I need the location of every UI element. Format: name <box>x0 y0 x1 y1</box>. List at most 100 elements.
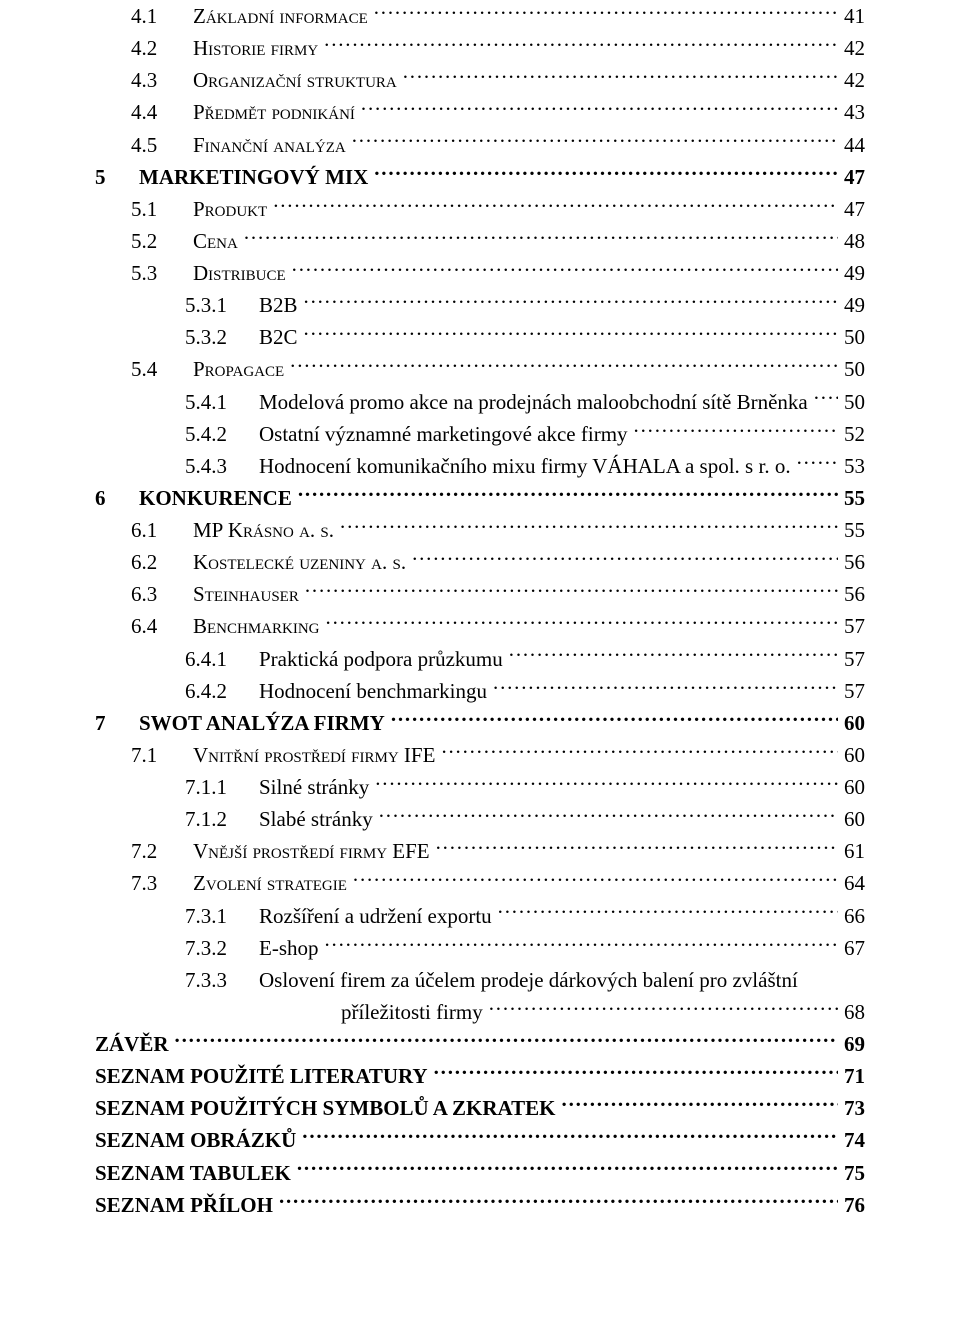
toc-page-number: 75 <box>838 1157 865 1189</box>
toc-number: 5.3.1 <box>185 289 259 321</box>
toc-number: 5.3.2 <box>185 321 259 353</box>
toc-entry: 4.5Finanční analýza44 <box>95 129 865 161</box>
toc-number: 7.3.2 <box>185 932 259 964</box>
toc-leader <box>509 645 838 666</box>
toc-page-number: 68 <box>838 996 865 1028</box>
toc-leader <box>489 998 838 1019</box>
toc-number: 7.3.1 <box>185 900 259 932</box>
toc-title: MARKETINGOVÝ MIX <box>139 161 374 193</box>
toc-page-number: 67 <box>838 932 865 964</box>
toc-entry: SEZNAM OBRÁZKŮ74 <box>95 1124 865 1156</box>
toc-page-number: 52 <box>838 418 865 450</box>
toc-number: 4.4 <box>131 96 193 128</box>
toc-entry: 5.4.2Ostatní významné marketingové akce … <box>95 418 865 450</box>
toc-page-number: 47 <box>838 193 865 225</box>
toc-number: 7.2 <box>131 835 193 867</box>
toc-page: 4.1Základní informace414.2Historie firmy… <box>0 0 960 1281</box>
toc-leader <box>304 323 838 344</box>
toc-title: Steinhauser <box>193 578 305 610</box>
toc-title: Hodnocení komunikačního mixu firmy VÁHAL… <box>259 450 797 482</box>
toc-leader <box>375 773 838 794</box>
toc-title: Propagace <box>193 353 290 385</box>
toc-title: Kostelecké uzeniny a. s. <box>193 546 412 578</box>
toc-title: Rozšíření a udržení exportu <box>259 900 498 932</box>
toc-entry: 5.4Propagace50 <box>95 353 865 385</box>
toc-number: 6.4.2 <box>185 675 259 707</box>
toc-entry: 7.2Vnější prostředí firmy EFE61 <box>95 835 865 867</box>
toc-title: Benchmarking <box>193 610 326 642</box>
toc-leader <box>434 1062 838 1083</box>
toc-leader <box>374 2 838 23</box>
toc-page-number: 47 <box>838 161 865 193</box>
toc-title: SEZNAM POUŽITÉ LITERATURY <box>95 1060 434 1092</box>
toc-page-number: 49 <box>838 257 865 289</box>
toc-title: Předmět podnikání <box>193 96 361 128</box>
toc-entry: 6.2Kostelecké uzeniny a. s.56 <box>95 546 865 578</box>
toc-leader <box>325 934 839 955</box>
toc-page-number: 56 <box>838 578 865 610</box>
toc-entry: SEZNAM POUŽITÝCH SYMBOLŮ A ZKRATEK 73 <box>95 1092 865 1124</box>
toc-page-number: 57 <box>838 675 865 707</box>
toc-page-number: 42 <box>838 32 865 64</box>
toc-entry: 6.3Steinhauser 56 <box>95 578 865 610</box>
toc-leader <box>562 1094 838 1115</box>
toc-entry: 7.3.2E-shop67 <box>95 932 865 964</box>
toc-title: KONKURENCE <box>139 482 298 514</box>
toc-page-number: 76 <box>838 1189 865 1221</box>
toc-title: SEZNAM TABULEK <box>95 1157 297 1189</box>
toc-entry: 5.1Produkt 47 <box>95 193 865 225</box>
toc-page-number: 71 <box>838 1060 865 1092</box>
toc-number: 7.3.3 <box>185 964 259 996</box>
toc-title: Modelová promo akce na prodejnách maloob… <box>259 386 814 418</box>
toc-entry: 7.1.2Slabé stránky60 <box>95 803 865 835</box>
toc-number: 5.4.2 <box>185 418 259 450</box>
toc-entry: SEZNAM TABULEK 75 <box>95 1157 865 1189</box>
toc-page-number: 43 <box>838 96 865 128</box>
toc-title: SWOT ANALÝZA FIRMY <box>139 707 391 739</box>
toc-title: Zvolení strategie <box>193 867 353 899</box>
toc-entry: 7SWOT ANALÝZA FIRMY60 <box>95 707 865 739</box>
toc-leader <box>305 580 838 601</box>
toc-title: Finanční analýza <box>193 129 352 161</box>
toc-leader <box>391 709 838 730</box>
toc-entry: 7.3Zvolení strategie64 <box>95 867 865 899</box>
toc-title: Produkt <box>193 193 273 225</box>
toc-page-number: 57 <box>838 643 865 675</box>
toc-entry: 5.3.1B2B49 <box>95 289 865 321</box>
toc-page-number: 50 <box>838 321 865 353</box>
toc-number: 6.4 <box>131 610 193 642</box>
toc-entry: 6.4.2Hodnocení benchmarkingu57 <box>95 675 865 707</box>
toc-entry: 6KONKURENCE55 <box>95 482 865 514</box>
toc-number: 5.2 <box>131 225 193 257</box>
toc-entry: 6.4.1Praktická podpora průzkumu57 <box>95 643 865 675</box>
toc-number: 5.1 <box>131 193 193 225</box>
toc-number: 5.3 <box>131 257 193 289</box>
toc-leader <box>324 34 838 55</box>
toc-page-number: 73 <box>838 1092 865 1124</box>
toc-page-number: 57 <box>838 610 865 642</box>
toc-number: 7 <box>95 707 139 739</box>
toc-entry: 5.3Distribuce 49 <box>95 257 865 289</box>
toc-number: 6.3 <box>131 578 193 610</box>
toc-page-number: 64 <box>838 867 865 899</box>
toc-leader <box>352 131 838 152</box>
toc-title: Vnější prostředí firmy EFE <box>193 835 436 867</box>
toc-title: SEZNAM POUŽITÝCH SYMBOLŮ A ZKRATEK <box>95 1092 562 1124</box>
toc-entry: 7.1.1Silné stránky60 <box>95 771 865 803</box>
toc-leader <box>326 612 838 633</box>
toc-number: 5 <box>95 161 139 193</box>
toc-page-number: 42 <box>838 64 865 96</box>
toc-title: Základní informace <box>193 0 374 32</box>
toc-entry: ZÁVĚR69 <box>95 1028 865 1060</box>
toc-leader <box>374 163 838 184</box>
toc-leader <box>353 869 838 890</box>
toc-page-number: 60 <box>838 771 865 803</box>
toc-leader <box>379 805 838 826</box>
toc-page-number: 66 <box>838 900 865 932</box>
toc-title: Ostatní významné marketingové akce firmy <box>259 418 634 450</box>
toc-page-number: 55 <box>838 482 865 514</box>
toc-number: 7.1.2 <box>185 803 259 835</box>
toc-leader <box>361 98 838 119</box>
toc-title: Distribuce <box>193 257 292 289</box>
toc-entry: 5.4.3Hodnocení komunikačního mixu firmy … <box>95 450 865 482</box>
